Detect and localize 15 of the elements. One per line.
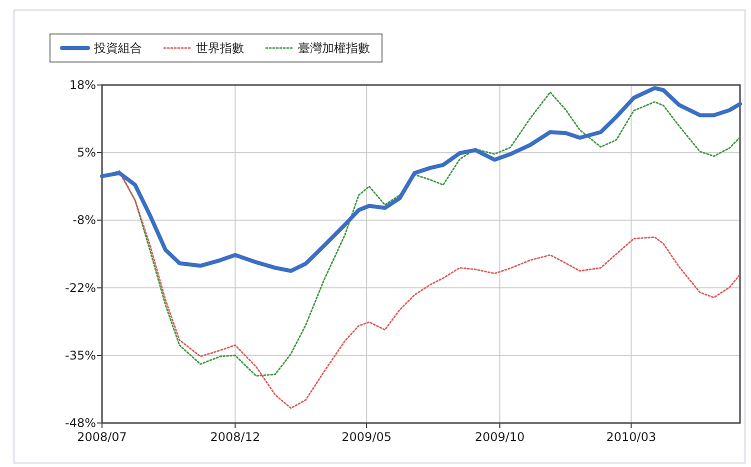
legend-label: 世界指數 [196,41,244,55]
x-tick-label: 2008/12 [210,430,260,444]
y-tick-label: -48% [64,416,96,430]
y-tick-label: -35% [64,348,96,362]
legend-label: 投資組合 [93,41,142,55]
legend-label: 臺灣加權指數 [298,41,370,55]
x-tick-label: 2009/10 [474,430,525,444]
y-tick-label: -22% [64,280,96,295]
y-tick-label: 18% [69,78,96,92]
x-tick-label: 2010/03 [606,430,656,444]
y-tick-label: 5% [76,146,96,160]
line-series [100,86,742,273]
y-tick-label: -8% [72,213,96,228]
x-tick-label: 2008/07 [77,430,127,444]
x-tick-label: 2009/05 [342,430,392,444]
